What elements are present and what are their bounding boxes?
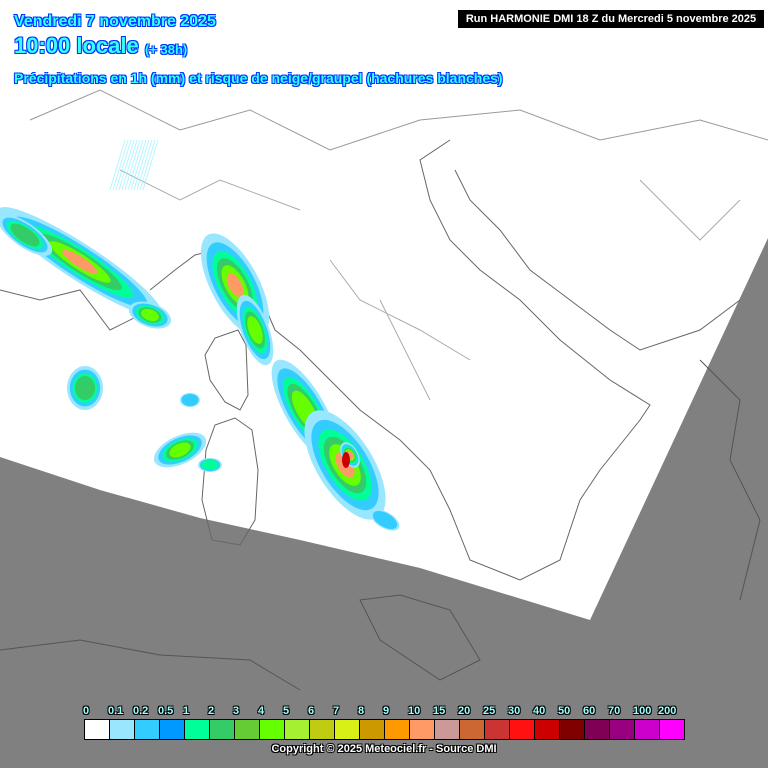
legend-swatch bbox=[310, 720, 335, 739]
legend-swatch bbox=[535, 720, 560, 739]
legend-swatch bbox=[610, 720, 635, 739]
legend-label: 9 bbox=[383, 705, 390, 717]
legend-swatch bbox=[85, 720, 110, 739]
legend-label: 6 bbox=[308, 705, 315, 717]
precipitation-field bbox=[0, 207, 400, 531]
legend-label: 10 bbox=[408, 705, 421, 717]
forecast-time: 10:00 locale bbox=[14, 33, 139, 58]
legend-label: 200 bbox=[658, 705, 677, 717]
legend-swatch bbox=[110, 720, 135, 739]
legend-swatch bbox=[635, 720, 660, 739]
greece-border bbox=[699, 359, 761, 601]
snow-hatch-line bbox=[115, 139, 132, 191]
france-coastline bbox=[0, 289, 151, 331]
alps-border bbox=[29, 89, 768, 151]
snow-hatch-line bbox=[112, 139, 129, 191]
legend-label: 0.5 bbox=[158, 705, 174, 717]
legend-swatch bbox=[235, 720, 260, 739]
corsica-outline bbox=[204, 329, 249, 411]
legend-swatch bbox=[360, 720, 385, 739]
legend-swatch bbox=[185, 720, 210, 739]
legend-swatch bbox=[385, 720, 410, 739]
sardinia-outline bbox=[201, 417, 259, 546]
legend-label: 0 bbox=[83, 705, 90, 717]
precip-contour bbox=[10, 223, 40, 247]
legend-label: 60 bbox=[583, 705, 596, 717]
legend-label: 5 bbox=[283, 705, 290, 717]
legend-swatch bbox=[135, 720, 160, 739]
legend-label: 1 bbox=[183, 705, 190, 717]
precip-contour bbox=[169, 442, 191, 458]
legend-label: 100 bbox=[633, 705, 652, 717]
snow-hatch-line bbox=[136, 139, 153, 191]
precip-contour bbox=[75, 376, 95, 400]
parameter-title: Précipitations en 1h (mm) et risque de n… bbox=[14, 70, 503, 86]
legend-label: 40 bbox=[533, 705, 546, 717]
legend-label: 25 bbox=[483, 705, 496, 717]
snow-hatch-line bbox=[130, 139, 147, 191]
inner-border bbox=[119, 169, 741, 401]
legend-label: 2 bbox=[208, 705, 215, 717]
model-domain bbox=[0, 0, 768, 620]
snow-hatch-line bbox=[127, 139, 144, 191]
legend-swatch bbox=[410, 720, 435, 739]
sicily-outline bbox=[359, 594, 481, 681]
legend-swatch bbox=[460, 720, 485, 739]
legend-color-bar bbox=[84, 719, 685, 740]
legend-swatch bbox=[160, 720, 185, 739]
africa-coastline bbox=[0, 639, 301, 691]
legend-label: 15 bbox=[433, 705, 446, 717]
precip-contour bbox=[247, 316, 263, 344]
legend-swatch bbox=[660, 720, 684, 739]
precip-contour bbox=[62, 249, 98, 275]
legend-swatch bbox=[585, 720, 610, 739]
legend-swatch bbox=[260, 720, 285, 739]
legend-label: 8 bbox=[358, 705, 365, 717]
legend-label: 3 bbox=[233, 705, 240, 717]
snow-hatch-line bbox=[118, 139, 135, 191]
model-run-label: Run HARMONIE DMI 18 Z du Mercredi 5 nove… bbox=[458, 10, 764, 28]
legend-label: 70 bbox=[608, 705, 621, 717]
lead-time: (+ 38h) bbox=[145, 42, 188, 57]
copyright: Copyright © 2025 Meteociel.fr - Source D… bbox=[271, 743, 497, 755]
legend-swatch bbox=[335, 720, 360, 739]
precip-contour bbox=[226, 273, 244, 297]
legend-label: 20 bbox=[458, 705, 471, 717]
legend-swatch bbox=[510, 720, 535, 739]
precip-contour bbox=[181, 393, 199, 407]
precip-contour bbox=[372, 510, 398, 530]
legend-label: 50 bbox=[558, 705, 571, 717]
snow-hatch-area bbox=[109, 139, 159, 191]
snow-hatch-line bbox=[142, 139, 159, 191]
snow-hatch-line bbox=[109, 139, 126, 191]
country-borders bbox=[0, 89, 768, 691]
legend-label: 30 bbox=[508, 705, 521, 717]
legend-label: 7 bbox=[333, 705, 340, 717]
snow-hatch-line bbox=[121, 139, 138, 191]
snow-hatch-line bbox=[139, 139, 156, 191]
legend-swatch bbox=[285, 720, 310, 739]
legend-swatch bbox=[210, 720, 235, 739]
legend-swatch bbox=[485, 720, 510, 739]
forecast-date: Vendredi 7 novembre 2025 bbox=[14, 13, 216, 30]
legend-label: 4 bbox=[258, 705, 265, 717]
snow-hatch-line bbox=[124, 139, 141, 191]
legend-swatch bbox=[435, 720, 460, 739]
legend-label: 0.1 bbox=[108, 705, 124, 717]
legend-label: 0.2 bbox=[133, 705, 149, 717]
precip-max-core bbox=[342, 452, 350, 468]
precip-contour bbox=[141, 308, 159, 322]
precip-contour bbox=[201, 459, 219, 471]
snow-hatch-line bbox=[133, 139, 150, 191]
croatia-coastline bbox=[454, 169, 741, 351]
legend-swatch bbox=[560, 720, 585, 739]
